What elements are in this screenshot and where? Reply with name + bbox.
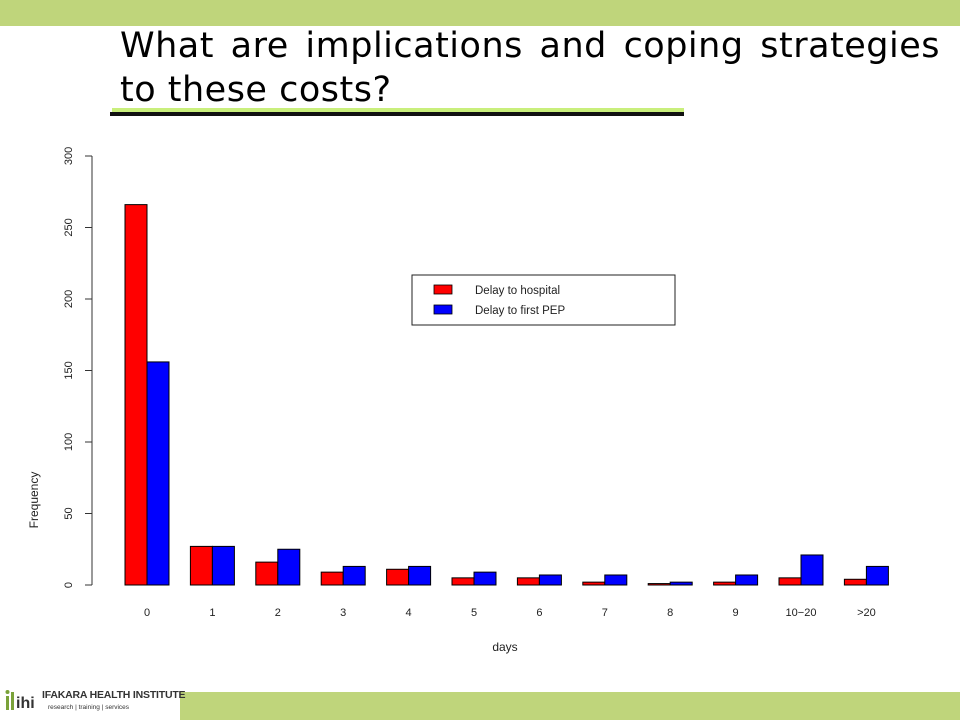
legend-swatch-hospital: [433, 284, 453, 295]
x-tick-label: 1: [209, 607, 215, 619]
bar-hospital: [189, 545, 213, 586]
bar-pep: [277, 548, 301, 586]
x-tick-label: >20: [857, 607, 876, 619]
legend-box: [411, 274, 676, 326]
x-tick-label: 8: [667, 607, 673, 619]
bar-hospital: [582, 581, 606, 586]
ihi-logo: ihi IFAKARA HEALTH INSTITUTE research | …: [4, 684, 186, 718]
slide-title: What are implications and coping strateg…: [120, 26, 940, 110]
x-tick-label: 9: [733, 607, 739, 619]
x-tick-label: 2: [275, 607, 281, 619]
bars: [124, 204, 889, 586]
x-tick-label: 6: [536, 607, 542, 619]
ihi-logo-mark-icon: ihi: [5, 690, 35, 712]
x-tick-label: 0: [144, 607, 150, 619]
y-tick-label: 50: [63, 507, 75, 519]
bottom-band: [180, 692, 960, 720]
title-underline-dark: [110, 112, 684, 116]
bar-pep: [408, 565, 432, 586]
bar-pep: [604, 574, 628, 586]
bar-hospital: [713, 581, 737, 586]
legend-label-hospital: Delay to hospital: [475, 285, 560, 297]
bar-pep: [473, 571, 497, 586]
x-tick-label: 10−20: [786, 607, 817, 619]
logo-name: IFAKARA HEALTH INSTITUTE: [42, 689, 186, 701]
legend-swatch-pep: [433, 304, 453, 315]
bar-hospital: [843, 578, 867, 586]
bar-hospital: [647, 583, 671, 586]
logo-tagline: research | training | services: [48, 704, 130, 711]
bar-hospital: [124, 204, 148, 586]
y-tick-label: 150: [63, 361, 75, 379]
bar-pep: [146, 361, 170, 586]
bar-pep: [538, 574, 562, 586]
bar-pep: [211, 545, 235, 586]
legend: Delay to hospital Delay to first PEP: [411, 274, 676, 326]
bar-hospital: [320, 571, 344, 586]
svg-text:ihi: ihi: [16, 695, 35, 712]
bar-hospital: [451, 577, 475, 586]
y-tick-label: 250: [63, 218, 75, 236]
y-tick-label: 100: [63, 433, 75, 451]
bar-pep: [865, 565, 889, 586]
x-tick-label: 5: [471, 607, 477, 619]
x-tick-label: 7: [602, 607, 608, 619]
bar-chart: 0 50 100 150 200 250 300 0 1 2 3 4 5 6 7 8 9 10−20 >20 Fr…: [27, 147, 889, 654]
title-underline-light: [112, 108, 684, 112]
y-tick-label: 200: [63, 290, 75, 308]
bar-pep: [669, 581, 693, 586]
x-tick-label: 4: [406, 607, 412, 619]
bar-hospital: [255, 561, 279, 586]
y-axis-label: Frequency: [27, 472, 41, 529]
bar-pep: [800, 554, 824, 586]
top-band: [0, 0, 960, 26]
legend-label-pep: Delay to first PEP: [475, 305, 565, 317]
y-axis: 0 50 100 150 200 250 300: [63, 147, 93, 588]
bar-pep: [342, 565, 366, 586]
bar-hospital: [778, 577, 802, 586]
x-axis-label: days: [492, 640, 517, 654]
bar-pep: [735, 574, 759, 586]
y-tick-label: 0: [63, 582, 75, 588]
y-tick-label: 300: [63, 147, 75, 165]
bar-hospital: [386, 568, 410, 586]
x-axis: 0 1 2 3 4 5 6 7 8 9 10−20 >20: [144, 607, 876, 619]
bar-hospital: [516, 577, 540, 586]
x-tick-label: 3: [340, 607, 346, 619]
